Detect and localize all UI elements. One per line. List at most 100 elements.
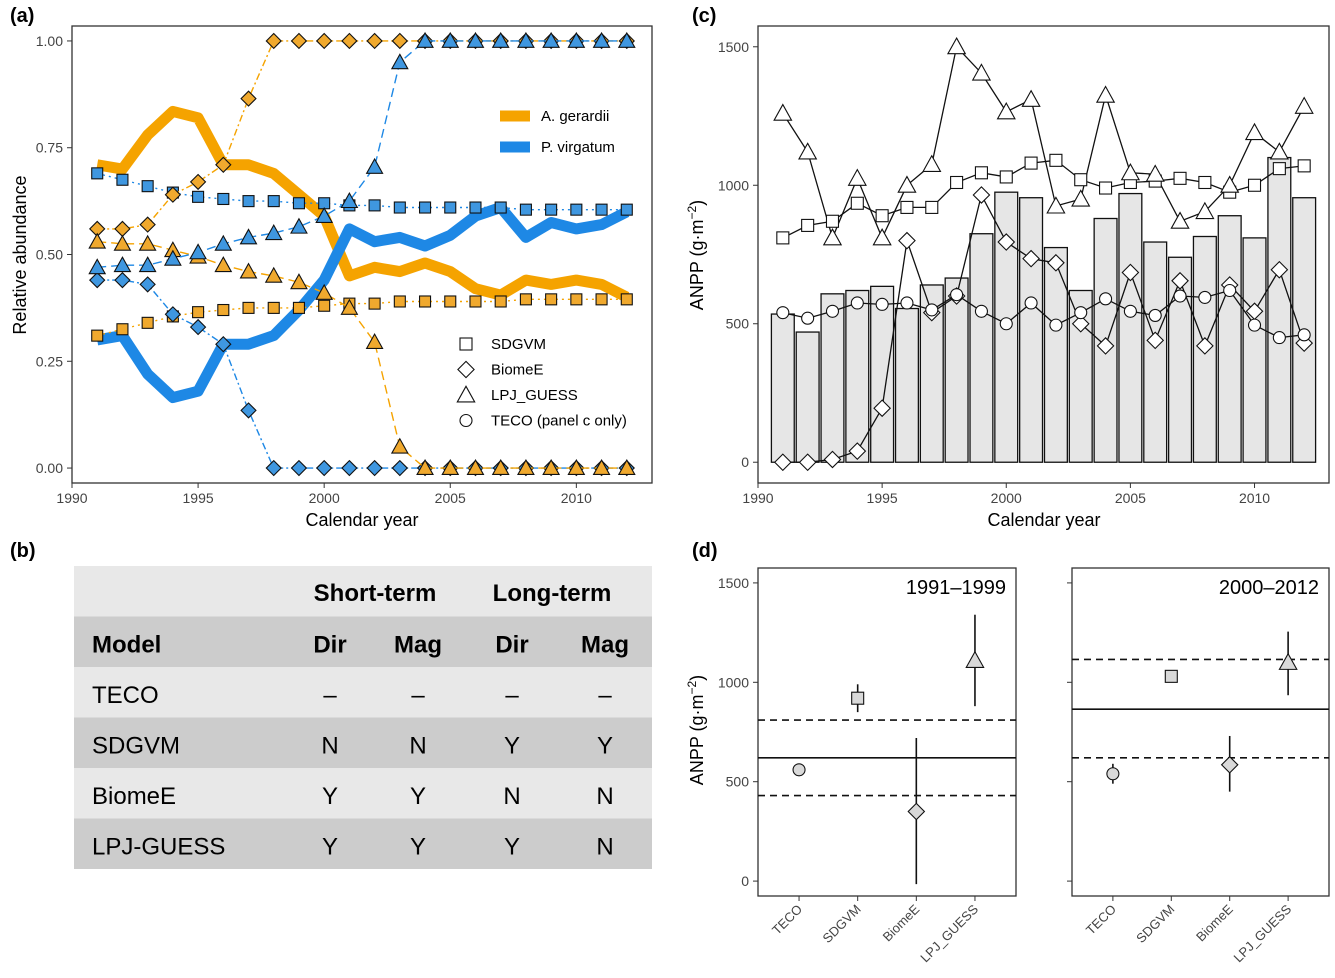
panel-c-y-tick-label: 0 xyxy=(741,454,749,470)
panel-c-marker xyxy=(922,154,942,172)
panel-c-chart: 1990 1995 2000 2005 2010 0 500 1000 1500 Calenda… xyxy=(685,25,1330,530)
table-column-header: Mag xyxy=(581,632,629,659)
panel-a-marker xyxy=(340,298,359,315)
panel-c-marker xyxy=(1021,89,1041,107)
panel-c-bar xyxy=(820,293,845,463)
panel-c-marker xyxy=(847,168,867,186)
panel-d-x-tick-label: SDGVM xyxy=(1133,902,1177,946)
panel-c-marker xyxy=(1270,260,1289,279)
table-column-header: Dir xyxy=(313,632,346,659)
panel-c-marker xyxy=(1297,328,1311,342)
panel-c-frame xyxy=(757,25,1330,484)
panel-a-marker xyxy=(114,271,131,289)
panel-a-marker xyxy=(519,293,532,306)
table-cell: Y xyxy=(504,733,520,760)
panel-c-x-tick-label: 2010 xyxy=(1239,490,1270,506)
panel-a-marker xyxy=(88,258,107,275)
panel-a-marker xyxy=(139,216,156,233)
panel-label-b: (b) xyxy=(10,540,36,562)
panel-d-x-tick-label: BiomeE xyxy=(880,901,923,944)
panel-c-marker xyxy=(898,231,916,250)
panel-c-marker xyxy=(1223,283,1237,298)
panel-a-marker xyxy=(393,295,406,308)
panel-a-marker xyxy=(592,458,611,475)
panel-c-marker xyxy=(1173,289,1187,303)
panel-c-marker xyxy=(1074,173,1088,187)
panel-c-bar xyxy=(1167,256,1193,463)
table-cell: N xyxy=(321,733,338,760)
panel-a-observed-line xyxy=(96,202,630,404)
panel-a-marker xyxy=(267,301,280,314)
table-row-background xyxy=(74,717,652,768)
table-cell: SDGVM xyxy=(92,733,180,760)
panel-a-marker xyxy=(519,203,532,216)
panel-a-marker xyxy=(620,293,633,306)
panel-a-marker xyxy=(242,195,255,208)
panel-a-marker xyxy=(366,32,383,50)
panel-c-marker xyxy=(875,297,889,311)
panel-a-marker xyxy=(365,157,384,174)
panel-a-marker xyxy=(240,402,257,419)
panel-a-marker xyxy=(444,201,457,214)
panel-c-bar xyxy=(944,277,969,463)
panel-a-marker xyxy=(189,318,207,336)
panel-a-marker xyxy=(163,249,182,266)
panel-c-marker xyxy=(1195,201,1215,220)
table-cell: BiomeE xyxy=(92,783,176,810)
panel-a-marker xyxy=(114,220,131,238)
panel-a-marker xyxy=(315,283,334,300)
panel-d-chart: ANPP (g·m−2) 0 500 1000 1500 1991–1999 TECO SD… xyxy=(685,567,1330,965)
panel-a-marker xyxy=(368,297,381,310)
panel-c-marker xyxy=(925,200,939,214)
panel-c-marker xyxy=(1198,290,1212,304)
panel-a-legend-label: A. gerardii xyxy=(541,108,609,125)
panel-a-legend-marker xyxy=(459,413,473,428)
panel-c-marker xyxy=(823,450,842,469)
panel-a-marker xyxy=(570,293,583,306)
panel-a-marker xyxy=(141,316,154,329)
panel-a-marker xyxy=(469,295,482,308)
panel-c-marker xyxy=(950,288,964,302)
panel-d-y-axis-title-sup: −2 xyxy=(685,680,699,694)
panel-c-marker xyxy=(875,209,889,223)
panel-a-marker xyxy=(567,31,586,48)
panel-d-x-tick-label: LPJ_GUESS xyxy=(1230,901,1294,965)
panel-c-marker xyxy=(1148,308,1162,322)
panel-a-marker xyxy=(242,301,255,314)
panel-c-marker xyxy=(872,228,892,246)
panel-c-marker xyxy=(925,303,939,317)
table-cell: Y xyxy=(410,834,426,861)
panel-a-marker xyxy=(164,306,182,323)
panel-a-marker xyxy=(239,262,258,279)
panel-d-y-tick-label: 1500 xyxy=(718,575,749,591)
table-cell: N xyxy=(409,733,426,760)
panel-c-marker xyxy=(850,196,864,210)
panel-d-period-title: 2000–2012 xyxy=(1219,577,1319,599)
panel-a-marker xyxy=(391,32,409,50)
panel-a-marker xyxy=(113,256,132,273)
panel-a-marker xyxy=(290,459,308,477)
panel-c-marker xyxy=(1024,296,1038,310)
panel-c-marker xyxy=(1071,189,1091,207)
panel-a-x-axis-title: Calendar year xyxy=(305,510,418,530)
panel-c-marker xyxy=(1244,122,1265,141)
panel-a-marker xyxy=(290,32,308,50)
panel-c-y-axis-title: ANPP (g·m−2) xyxy=(685,200,707,310)
panel-c-bar xyxy=(894,307,920,463)
panel-a-y-tick-label: 0.75 xyxy=(36,140,63,156)
panel-d-frame xyxy=(757,567,1017,897)
panel-d-point xyxy=(1164,669,1178,683)
panel-a-marker xyxy=(138,234,157,251)
panel-a-marker xyxy=(89,271,106,289)
panel-a-marker xyxy=(290,217,308,234)
panel-a-marker xyxy=(441,458,460,475)
panel-a-marker xyxy=(315,32,333,50)
panel-label-c: (c) xyxy=(692,5,716,27)
panel-c-marker xyxy=(1146,331,1165,350)
panel-a-marker xyxy=(214,256,233,273)
panel-a-marker xyxy=(416,458,434,475)
panel-a-marker xyxy=(341,32,358,50)
panel-a-marker xyxy=(366,459,383,477)
table-row-background xyxy=(74,667,652,718)
panel-a-marker xyxy=(418,295,432,308)
